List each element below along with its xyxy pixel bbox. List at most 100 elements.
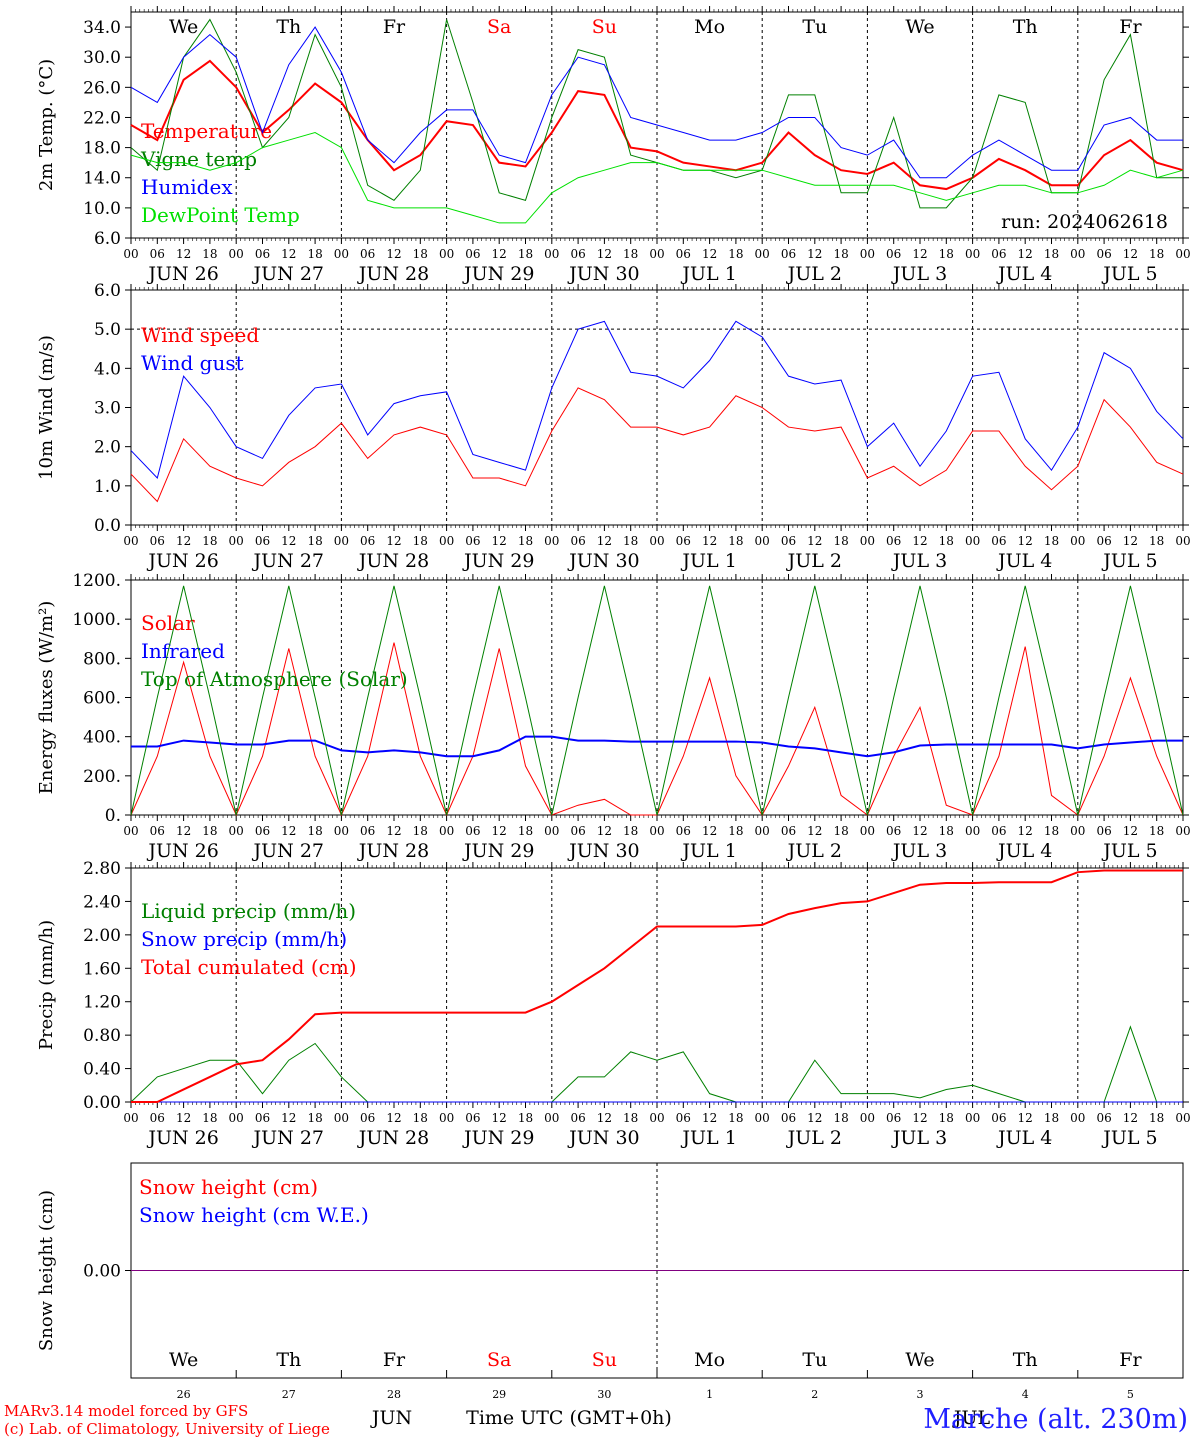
hour-label: 00 <box>1070 247 1085 261</box>
hour-label: 06 <box>465 247 480 261</box>
series-line-1 <box>130 320 1184 479</box>
weekday-label: Fr <box>383 16 406 38</box>
series-line-2 <box>130 585 1184 816</box>
hour-label: 06 <box>781 534 796 548</box>
day-label: JUN 26 <box>146 840 218 862</box>
hour-label: 12 <box>912 824 927 838</box>
legend-entry: Snow height (cm) <box>139 1175 318 1199</box>
day-label: JUL 5 <box>1101 1127 1157 1149</box>
hour-label: 06 <box>781 824 796 838</box>
day-label: JUN 27 <box>252 550 324 572</box>
hour-label: 18 <box>728 534 743 548</box>
hour-label: 18 <box>623 1111 638 1125</box>
day-number: 4 <box>1022 1388 1029 1401</box>
hour-label: 12 <box>1018 534 1033 548</box>
y-tick-label: 6.0 <box>94 229 121 249</box>
hour-label: 18 <box>518 1111 533 1125</box>
hour-label: 00 <box>1175 247 1190 261</box>
day-label: JUL 5 <box>1101 840 1157 862</box>
hour-label: 12 <box>492 247 507 261</box>
legend-entry: Wind speed <box>141 323 259 347</box>
hour-label: 00 <box>1175 534 1190 548</box>
hour-label: 12 <box>176 824 191 838</box>
day-number: 27 <box>282 1388 296 1401</box>
hour-label: 12 <box>281 247 296 261</box>
y-tick-label: 0. <box>105 806 121 826</box>
hour-label: 00 <box>544 824 559 838</box>
hour-label: 18 <box>1149 824 1164 838</box>
hour-label: 00 <box>439 534 454 548</box>
hour-label: 00 <box>123 824 138 838</box>
hour-label: 00 <box>755 1111 770 1125</box>
hour-label: 00 <box>439 1111 454 1125</box>
hour-label: 18 <box>833 824 848 838</box>
weekday-label: We <box>905 16 934 38</box>
y-axis-label: 10m Wind (m/s) <box>36 335 57 480</box>
hour-label: 06 <box>150 534 165 548</box>
hour-label: 00 <box>334 1111 349 1125</box>
day-label: JUN 30 <box>567 840 639 862</box>
day-label: JUL 2 <box>786 550 842 572</box>
weekday-label: Sa <box>487 1349 511 1371</box>
y-axis-label: Precip (mm/h) <box>36 920 57 1050</box>
y-tick-label: 4.0 <box>94 359 121 379</box>
hour-label: 18 <box>202 1111 217 1125</box>
hour-label: 06 <box>360 824 375 838</box>
hour-label: 06 <box>570 1111 585 1125</box>
hour-label: 18 <box>728 247 743 261</box>
hour-label: 06 <box>991 534 1006 548</box>
hour-label: 12 <box>176 1111 191 1125</box>
y-tick-label: 2.00 <box>83 926 121 946</box>
hour-label: 12 <box>176 247 191 261</box>
month-left: JUN <box>370 1407 412 1429</box>
hour-label: 06 <box>570 824 585 838</box>
hour-label: 06 <box>676 824 691 838</box>
hour-label: 18 <box>307 824 322 838</box>
weekday-label: Tu <box>802 1349 827 1371</box>
day-label: JUN 27 <box>252 1127 324 1149</box>
hour-label: 00 <box>1175 1111 1190 1125</box>
y-tick-label: 2.40 <box>83 892 121 912</box>
day-label: JUL 4 <box>996 1127 1052 1149</box>
hour-label: 06 <box>465 534 480 548</box>
hour-label: 18 <box>833 534 848 548</box>
y-tick-label: 600. <box>83 689 121 709</box>
hour-label: 06 <box>255 824 270 838</box>
day-label: JUN 27 <box>252 840 324 862</box>
hour-label: 00 <box>649 534 664 548</box>
day-label: JUL 1 <box>680 263 736 285</box>
day-number: 26 <box>177 1388 191 1401</box>
hour-label: 00 <box>965 247 980 261</box>
panel-4: 00 06 12 18 00 06 12 18 00 06 12 18 00 06 12 18 00 06 12 18… <box>36 859 1191 1149</box>
hour-label: 00 <box>1070 1111 1085 1125</box>
day-label: JUN 27 <box>252 263 324 285</box>
hour-label: 00 <box>229 247 244 261</box>
hour-label: 00 <box>755 534 770 548</box>
hour-label: 00 <box>334 534 349 548</box>
hour-label: 00 <box>649 824 664 838</box>
hour-label: 18 <box>413 247 428 261</box>
hour-label: 12 <box>807 534 822 548</box>
day-label: JUN 26 <box>146 263 218 285</box>
day-label: JUN 30 <box>567 550 639 572</box>
day-number: 1 <box>706 1388 713 1401</box>
hour-label: 18 <box>202 534 217 548</box>
hour-label: 12 <box>597 824 612 838</box>
hour-label: 18 <box>518 824 533 838</box>
weekday-label: Su <box>592 16 617 38</box>
station-label: Marche (alt. 230m) <box>923 1404 1188 1435</box>
hour-label: 00 <box>965 534 980 548</box>
hour-label: 00 <box>1070 534 1085 548</box>
hour-label: 18 <box>833 1111 848 1125</box>
day-number: 5 <box>1127 1388 1134 1401</box>
hour-label: 06 <box>465 824 480 838</box>
hour-label: 18 <box>623 824 638 838</box>
panel-5: 0.00 Snow height (cm) Snow height (cm) Snow… <box>36 1162 1189 1429</box>
y-tick-label: 1.60 <box>83 959 121 979</box>
day-label: JUL 3 <box>891 263 947 285</box>
y-tick-label: 18.0 <box>83 139 121 159</box>
y-tick-label: 0.40 <box>83 1060 121 1080</box>
footer-credit: MARv3.14 model forced by GFS <box>4 1402 248 1420</box>
month-right: JUL <box>952 1407 991 1429</box>
